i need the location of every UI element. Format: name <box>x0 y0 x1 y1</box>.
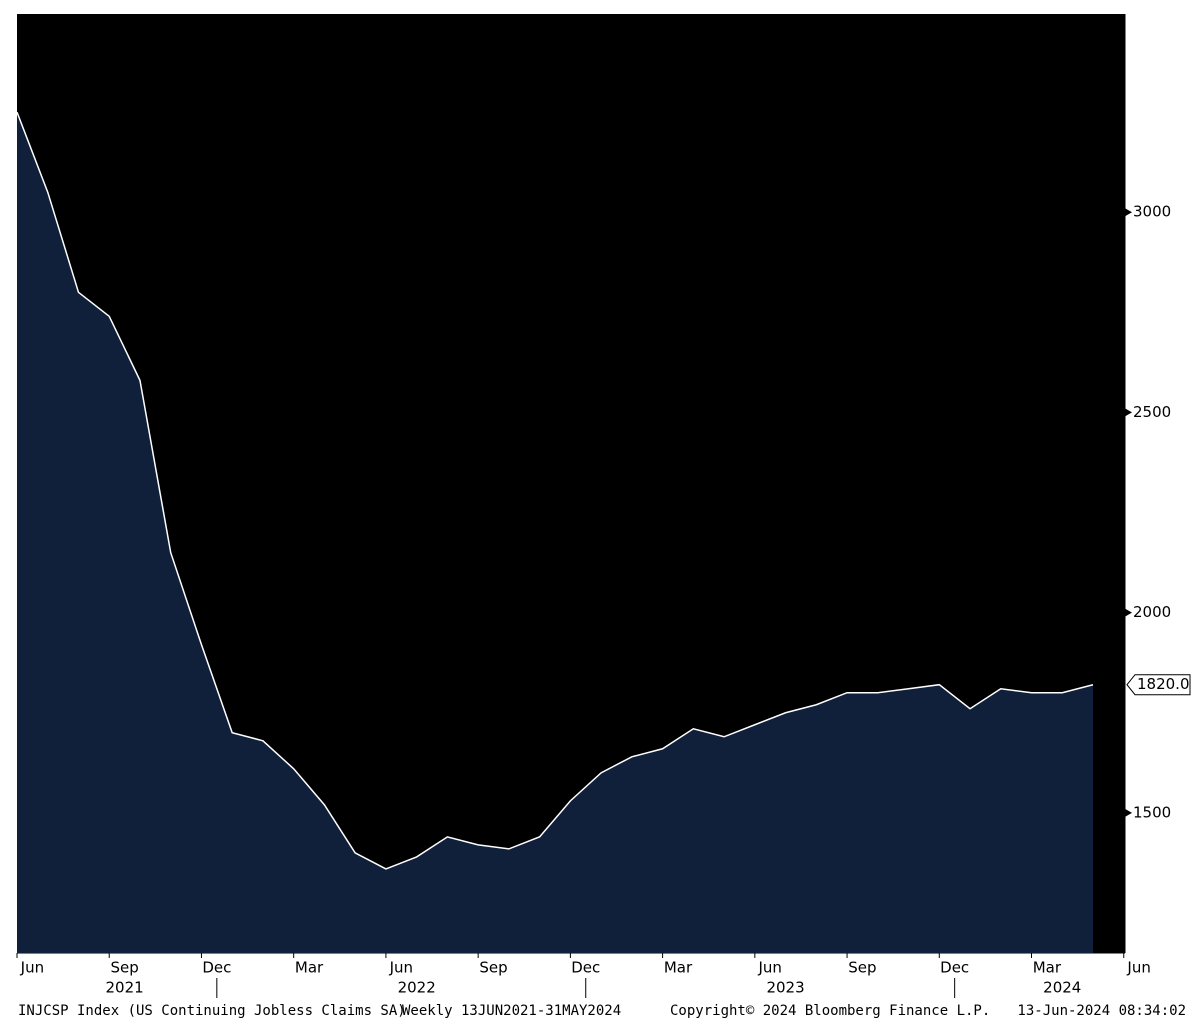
footer-info: Weekly 13JUN2021-31MAY2024 <box>402 1003 621 1019</box>
x-tick-label: Sep <box>479 959 507 977</box>
x-tick-label: Mar <box>295 959 324 977</box>
footer-ticker: INJCSP Index (US Continuing Jobless Clai… <box>18 1003 406 1019</box>
x-tick-label: Mar <box>664 959 693 977</box>
y-tick-label: 2000 <box>1133 603 1171 621</box>
x-tick-label: Dec <box>571 959 600 977</box>
x-tick-label: Mar <box>1033 959 1062 977</box>
y-tick-label: 2500 <box>1133 403 1171 421</box>
x-tick-label: Sep <box>110 959 138 977</box>
x-tick-label: Dec <box>202 959 231 977</box>
x-tick-label: Jun <box>757 959 781 977</box>
line <box>16 111 1094 870</box>
year-label: 2024 <box>1043 979 1081 997</box>
value-label: 1820.0 <box>1137 675 1190 693</box>
y-tick <box>1125 608 1132 617</box>
x-tick-label: Jun <box>20 959 44 977</box>
x-tick-label: Sep <box>848 959 876 977</box>
y-tick <box>1125 208 1132 217</box>
year-label: 2023 <box>766 979 804 997</box>
y-tick <box>1125 808 1132 817</box>
year-label: 2021 <box>106 979 144 997</box>
footer-timestamp: 13-Jun-2024 08:34:02 <box>1017 1003 1186 1019</box>
x-tick-label: Jun <box>1126 959 1150 977</box>
y-tick <box>1125 408 1132 417</box>
year-label: 2022 <box>398 979 436 997</box>
x-tick-label: Dec <box>940 959 969 977</box>
x-tick-label: Jun <box>389 959 413 977</box>
area <box>17 112 1093 953</box>
y-tick-label: 3000 <box>1133 203 1171 221</box>
footer-copyright: Copyright© 2024 Bloomberg Finance L.P. <box>670 1003 990 1019</box>
value-tag <box>1126 674 1191 696</box>
y-tick-label: 1500 <box>1133 803 1171 821</box>
